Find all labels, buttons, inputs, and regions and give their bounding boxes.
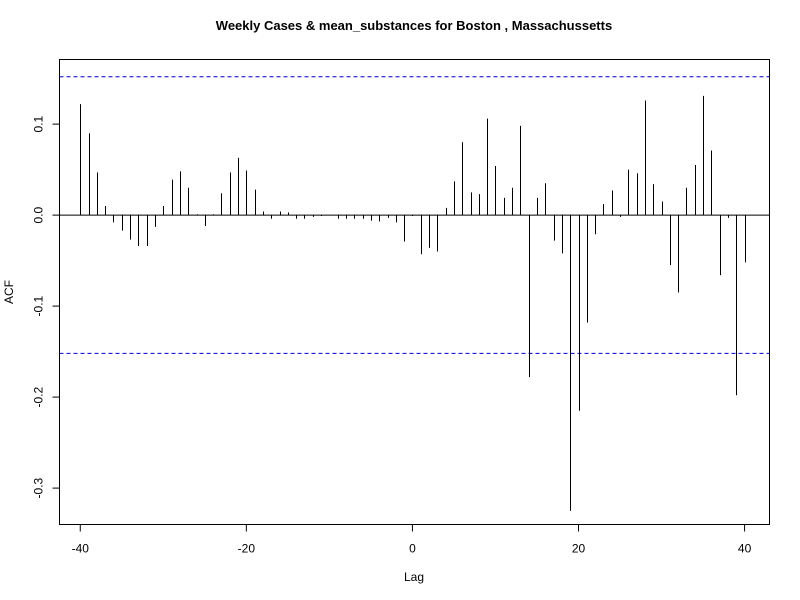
y-axis: -0.3 -0.2 -0.1 0.0 0.1 [32, 115, 60, 498]
x-tick-label: 0 [409, 542, 416, 556]
x-tick-label: -20 [238, 542, 256, 556]
y-tick-label: -0.1 [32, 295, 46, 316]
y-tick-label: 0.0 [32, 206, 46, 223]
y-axis-label: ACF [2, 280, 16, 304]
chart-title: Weekly Cases & mean_substances for Bosto… [216, 18, 612, 33]
y-tick-label: -0.3 [32, 477, 46, 498]
y-tick-label: -0.2 [32, 386, 46, 407]
y-tick-label: 0.1 [32, 115, 46, 132]
plot-frame [59, 59, 770, 525]
x-tick-label: -40 [72, 542, 90, 556]
x-tick-label: 40 [738, 542, 752, 556]
acf-bars [80, 95, 746, 511]
x-axis: -40 -20 0 20 40 [72, 524, 752, 556]
confidence-band [59, 76, 770, 354]
x-axis-label: Lag [404, 570, 424, 584]
x-tick-label: 20 [572, 542, 586, 556]
